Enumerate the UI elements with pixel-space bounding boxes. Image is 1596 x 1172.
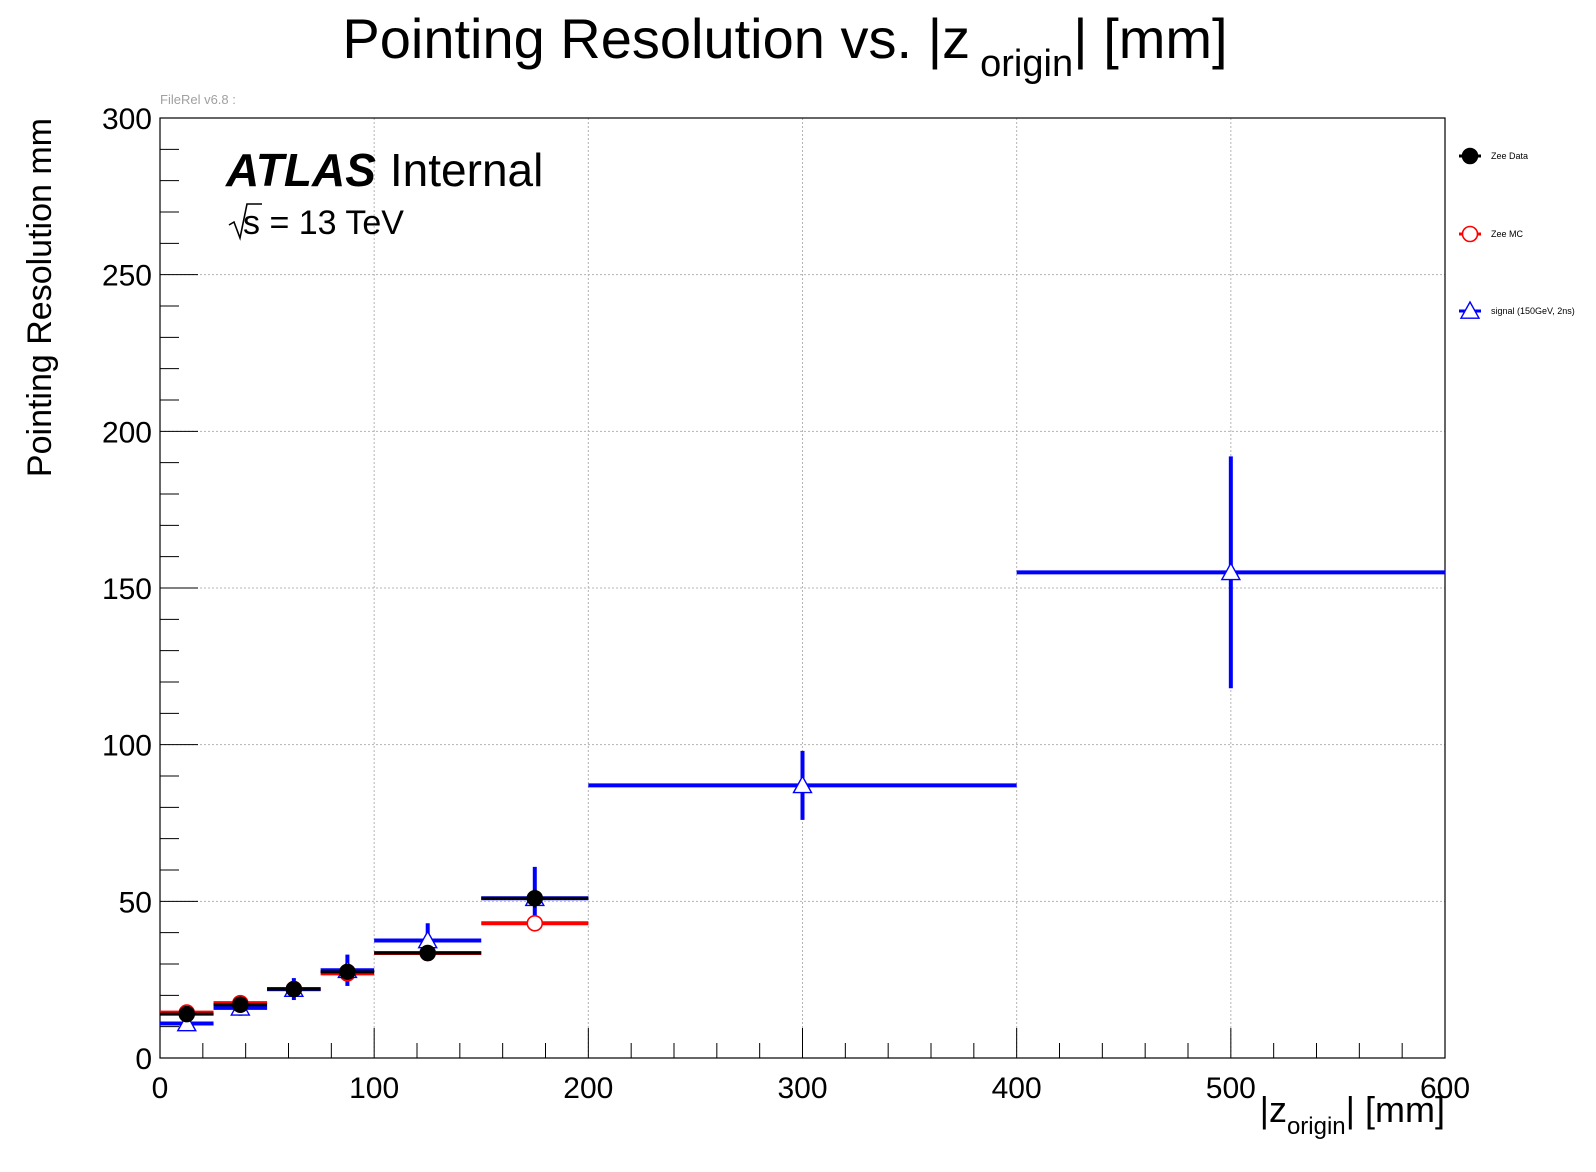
data-point: [792, 774, 813, 794]
y-tick-label: 150: [102, 573, 152, 606]
y-axis-label: Pointing Resolution mm: [21, 118, 59, 477]
data-point: [178, 1005, 196, 1023]
x-tick-label: 600: [1420, 1072, 1470, 1105]
legend-entry: signal (150GeV, 2ns): [1459, 300, 1575, 319]
x-tick-label: 100: [349, 1072, 399, 1105]
atlas-label-internal: Internal: [390, 144, 543, 196]
x-axis-label-end: | [mm]: [1346, 1089, 1445, 1130]
sqrt-symbol: [228, 203, 262, 241]
chart-title-sub: origin: [980, 43, 1073, 85]
legend-marker: [1461, 225, 1479, 243]
atlas-label: ATLAS Internal: [225, 144, 543, 196]
energy-label: s = 13 TeV: [228, 203, 404, 242]
x-tick-label: 500: [1206, 1072, 1256, 1105]
x-axis-label-main: |z: [1260, 1089, 1287, 1130]
data-point: [526, 914, 544, 932]
x-tick-label: 200: [563, 1072, 613, 1105]
y-tick-label: 200: [102, 416, 152, 449]
data-point: [526, 889, 544, 907]
x-tick-label: 300: [777, 1072, 827, 1105]
y-tick-label: 50: [119, 886, 152, 919]
legend-marker: [1459, 300, 1481, 319]
y-tick-label: 300: [102, 103, 152, 136]
version-label: FileRel v6.8 :: [160, 92, 236, 107]
legend-label: signal (150GeV, 2ns): [1491, 306, 1575, 316]
y-tick-label: 0: [135, 1043, 152, 1076]
data-point: [232, 996, 249, 1013]
legend: Zee Data Zee MC signal (150GeV, 2ns): [1459, 147, 1575, 319]
chart-title: Pointing Resolution vs. |z origin| [mm]: [342, 7, 1227, 85]
data-layer: [160, 456, 1445, 1032]
data-point: [419, 944, 436, 962]
x-tick-label: 400: [992, 1072, 1042, 1105]
series-zee-data-markers: [178, 889, 544, 1023]
svg-text:s = 13 TeV: s = 13 TeV: [243, 204, 404, 242]
legend-label: Zee MC: [1491, 229, 1524, 239]
atlas-label-bold: ATLAS: [225, 144, 376, 196]
x-axis-label: |zorigin| [mm]: [1260, 1089, 1445, 1140]
data-point: [339, 963, 356, 981]
legend-label: Zee Data: [1491, 151, 1528, 161]
data-point: [176, 1013, 197, 1032]
chart-title-main: Pointing Resolution vs. |z: [342, 7, 970, 70]
x-tick-label: 0: [152, 1072, 169, 1105]
legend-entry: Zee Data: [1459, 147, 1528, 165]
y-tick-label: 250: [102, 260, 152, 293]
data-point: [285, 980, 303, 998]
x-axis-label-sub: origin: [1287, 1113, 1346, 1140]
plot-frame: [159, 117, 1446, 1059]
energy-label-rest: = 13 TeV: [260, 204, 404, 242]
data-point: [1220, 561, 1242, 581]
legend-marker: [1461, 147, 1479, 165]
chart-title-end: | [mm]: [1073, 7, 1228, 70]
tick-labels-layer: 0 100 200 300 400 500 600 0 50 100 150 200 250 300: [102, 103, 1470, 1105]
legend-entry: Zee MC: [1459, 225, 1524, 243]
y-tick-label: 100: [102, 730, 152, 763]
energy-label-s: s: [243, 204, 260, 242]
